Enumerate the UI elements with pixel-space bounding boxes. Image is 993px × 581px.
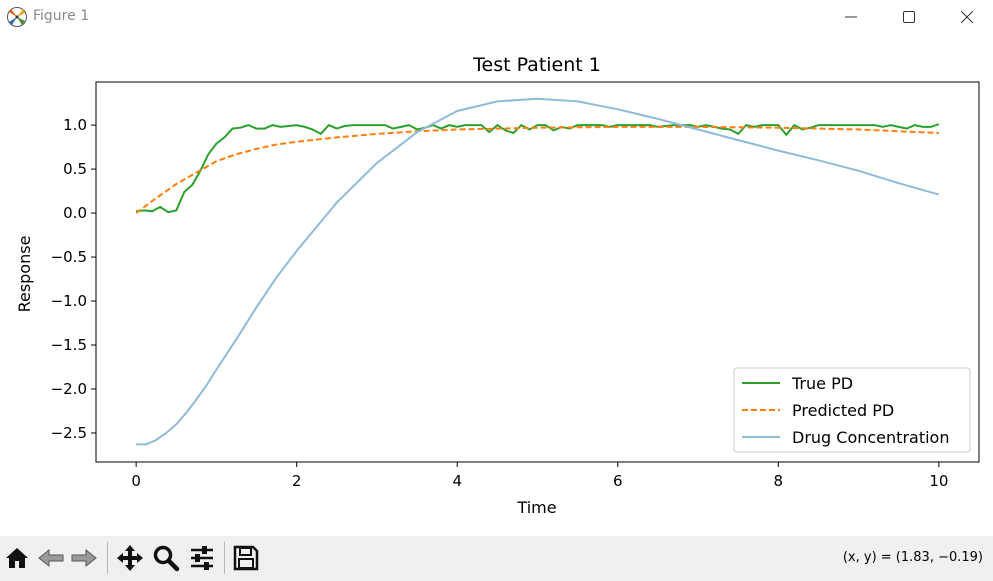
series-line-1 xyxy=(135,125,939,214)
x-tick-label: 6 xyxy=(613,472,623,490)
home-button[interactable] xyxy=(3,544,31,572)
cursor-coordinates: (x, y) = (1.83, −0.19) xyxy=(842,550,983,565)
legend-label-1: Predicted PD xyxy=(792,401,894,420)
series-line-0 xyxy=(135,123,940,214)
maximize-icon xyxy=(903,11,915,23)
matplotlib-app-icon xyxy=(7,7,27,27)
zoom-button[interactable] xyxy=(152,544,180,572)
forward-icon xyxy=(71,548,97,568)
y-tick-label: 0.0 xyxy=(63,204,87,222)
x-tick-label: 8 xyxy=(774,472,784,490)
configure-icon xyxy=(191,546,213,570)
x-axis-label: Time xyxy=(516,498,556,517)
home-icon xyxy=(6,548,28,568)
axes-frame xyxy=(95,81,980,463)
y-tick-label: 1.0 xyxy=(63,116,87,134)
maximize-button[interactable] xyxy=(880,0,938,34)
legend-label-2: Drug Concentration xyxy=(792,428,949,447)
legend-label-0: True PD xyxy=(791,374,853,393)
save-button[interactable] xyxy=(232,544,260,572)
zoom-icon xyxy=(153,545,180,572)
x-tick-label: 10 xyxy=(929,472,948,490)
y-tick-label: 0.5 xyxy=(63,160,87,178)
legend: True PD Predicted PD Drug Concentration xyxy=(733,367,971,453)
forward-button[interactable] xyxy=(70,544,98,572)
toolbar-separator xyxy=(224,542,225,574)
x-tick-label: 4 xyxy=(452,472,462,490)
y-tick-label: −0.5 xyxy=(51,248,87,266)
y-tick-label: −2.5 xyxy=(51,424,87,442)
window-title: Figure 1 xyxy=(33,8,90,24)
x-tick-label: 2 xyxy=(292,472,302,490)
pan-icon xyxy=(117,545,143,571)
figure-canvas[interactable]: 0 2 4 6 8 10 −2.5 −2.0 −1.5 −1.0 −0.5 0.0 0.5 1.0 Te… xyxy=(0,34,993,536)
navigation-toolbar: (x, y) = (1.83, −0.19) xyxy=(0,536,993,581)
close-button[interactable] xyxy=(938,0,993,34)
y-tick-label: −2.0 xyxy=(51,380,87,398)
close-icon xyxy=(961,11,973,23)
line-chart: 0 2 4 6 8 10 −2.5 −2.0 −1.5 −1.0 −0.5 0.0 0.5 1.0 Te… xyxy=(15,54,980,517)
save-icon xyxy=(233,545,259,571)
chart-title: Test Patient 1 xyxy=(472,54,601,76)
configure-subplots-button[interactable] xyxy=(188,544,216,572)
back-button[interactable] xyxy=(37,544,65,572)
window-titlebar: Figure 1 xyxy=(0,0,993,34)
y-axis-label: Response xyxy=(15,236,34,313)
legend-box xyxy=(733,367,971,453)
series-line-2 xyxy=(136,97,940,446)
y-tick-label: −1.0 xyxy=(51,292,87,310)
x-tick-label: 0 xyxy=(131,472,141,490)
pan-button[interactable] xyxy=(116,544,144,572)
toolbar-separator xyxy=(107,542,108,574)
minimize-button[interactable] xyxy=(822,0,880,34)
minimize-icon xyxy=(845,16,857,18)
back-icon xyxy=(38,548,64,568)
y-tick-label: −1.5 xyxy=(51,336,87,354)
